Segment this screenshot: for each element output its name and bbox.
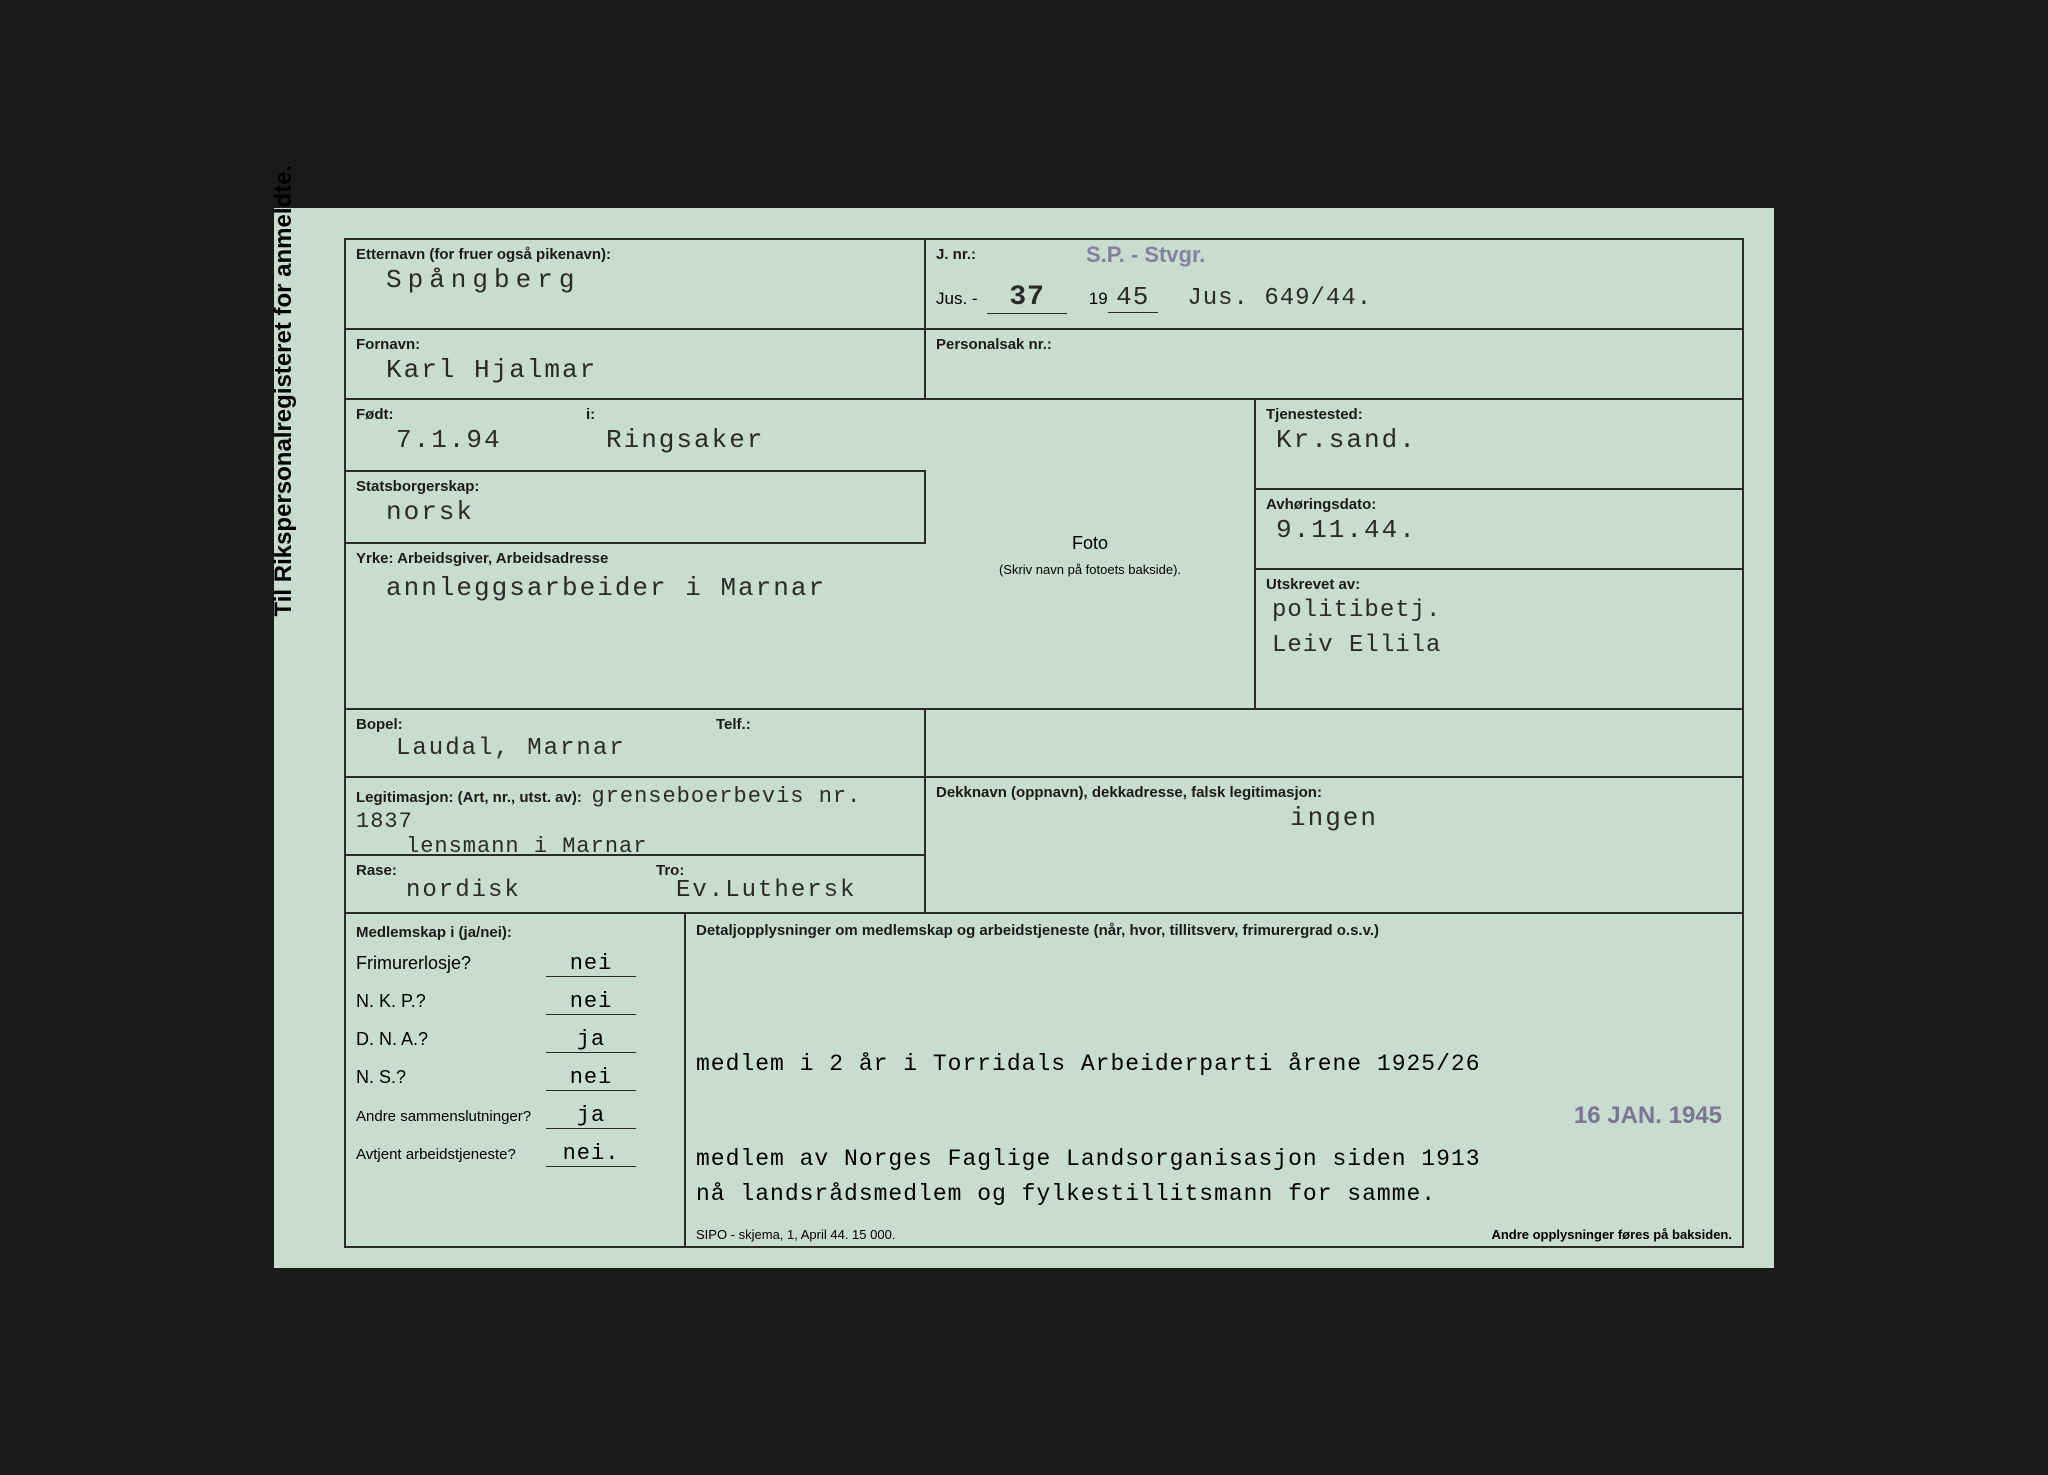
- membership-header: Medlemskap i (ja/nei):: [346, 920, 684, 945]
- born-place-label: i:: [586, 406, 916, 423]
- nkp-value: nei: [546, 989, 636, 1015]
- date-stamp: 16 JAN. 1945: [1574, 1102, 1722, 1130]
- personalsak-label: Personalsak nr.:: [936, 336, 1732, 353]
- dna-label: D. N. A.?: [356, 1029, 536, 1050]
- dekknavn-value: ingen: [936, 801, 1732, 833]
- telf-label: Telf.:: [716, 716, 914, 733]
- avhoring-label: Avhøringsdato:: [1266, 496, 1732, 513]
- nkp-label: N. K. P.?: [356, 991, 536, 1012]
- andre-value: ja: [546, 1103, 636, 1129]
- frimurer-label: Frimurerlosje?: [356, 953, 536, 974]
- ns-value: nei: [546, 1065, 636, 1091]
- legitimasjon-label: Legitimasjon: (Art, nr., utst. av):: [356, 789, 582, 806]
- occupation-value: annleggsarbeider i Marnar: [356, 567, 916, 603]
- occupation-label: Yrke: Arbeidsgiver, Arbeidsadresse: [356, 550, 916, 567]
- utskrevet-value1: politibetj.: [1266, 593, 1732, 624]
- citizenship-value: norsk: [356, 495, 914, 527]
- detail-line1: medlem i 2 år i Torridals Arbeiderparti …: [686, 1042, 1491, 1087]
- born-value: 7.1.94: [356, 423, 586, 455]
- footer-left: SIPO - skjema, 1, April 44. 15 000.: [696, 1227, 895, 1242]
- stamp-sp: S.P. - Stvgr.: [1086, 242, 1205, 268]
- foto-sub: (Skriv navn på fotoets bakside).: [999, 562, 1181, 577]
- citizenship-label: Statsborgerskap:: [356, 478, 914, 495]
- jnr-suffix: Jus. 649/44.: [1187, 285, 1372, 312]
- jnr-label: J. nr.:: [936, 246, 976, 263]
- jnr-year-prefix: 19: [1089, 289, 1108, 308]
- utskrevet-value2: Leiv Ellila: [1266, 624, 1732, 659]
- born-place-value: Ringsaker: [586, 423, 916, 455]
- tjenestested-label: Tjenestested:: [1266, 406, 1732, 423]
- firstname-label: Fornavn:: [356, 336, 914, 353]
- tro-value: Ev.Luthersk: [656, 875, 914, 904]
- jnr-year: 45: [1108, 282, 1158, 313]
- arbeid-label: Avtjent arbeidstjeneste?: [356, 1147, 536, 1164]
- tjenestested-value: Kr.sand.: [1266, 423, 1732, 455]
- foto-label: Foto: [1072, 533, 1108, 554]
- form-area: Etternavn (for fruer også pikenavn): Spå…: [344, 238, 1744, 1248]
- surname-label: Etternavn (for fruer også pikenavn):: [356, 246, 914, 263]
- detail-line3: nå landsrådsmedlem og fylkestillitsmann …: [686, 1172, 1446, 1217]
- born-label: Født:: [356, 406, 586, 423]
- footer-right: Andre opplysninger føres på baksiden.: [1491, 1227, 1732, 1242]
- vertical-title: Til Rikspersonalregisteret for anmeldte.: [270, 164, 298, 616]
- dna-value: ja: [546, 1027, 636, 1053]
- utskrevet-label: Utskrevet av:: [1266, 576, 1732, 593]
- avhoring-value: 9.11.44.: [1266, 513, 1732, 545]
- surname-value: Spångberg: [356, 263, 914, 295]
- bopel-label: Bopel:: [356, 716, 716, 733]
- dekknavn-label: Dekknavn (oppnavn), dekkadresse, falsk l…: [936, 784, 1732, 801]
- frimurer-value: nei: [546, 951, 636, 977]
- firstname-value: Karl Hjalmar: [356, 353, 914, 385]
- rase-value: nordisk: [356, 875, 656, 904]
- jnr-num: 37: [987, 282, 1067, 314]
- andre-label: Andre sammenslutninger?: [356, 1109, 536, 1126]
- detail-header: Detaljopplysninger om medlemskap og arbe…: [686, 914, 1742, 947]
- ns-label: N. S.?: [356, 1067, 536, 1088]
- jnr-prefix: Jus. -: [936, 289, 978, 308]
- bopel-value: Laudal, Marnar: [356, 733, 716, 762]
- registration-card: Til Rikspersonalregisteret for anmeldte.…: [274, 208, 1774, 1268]
- arbeid-value: nei.: [546, 1141, 636, 1167]
